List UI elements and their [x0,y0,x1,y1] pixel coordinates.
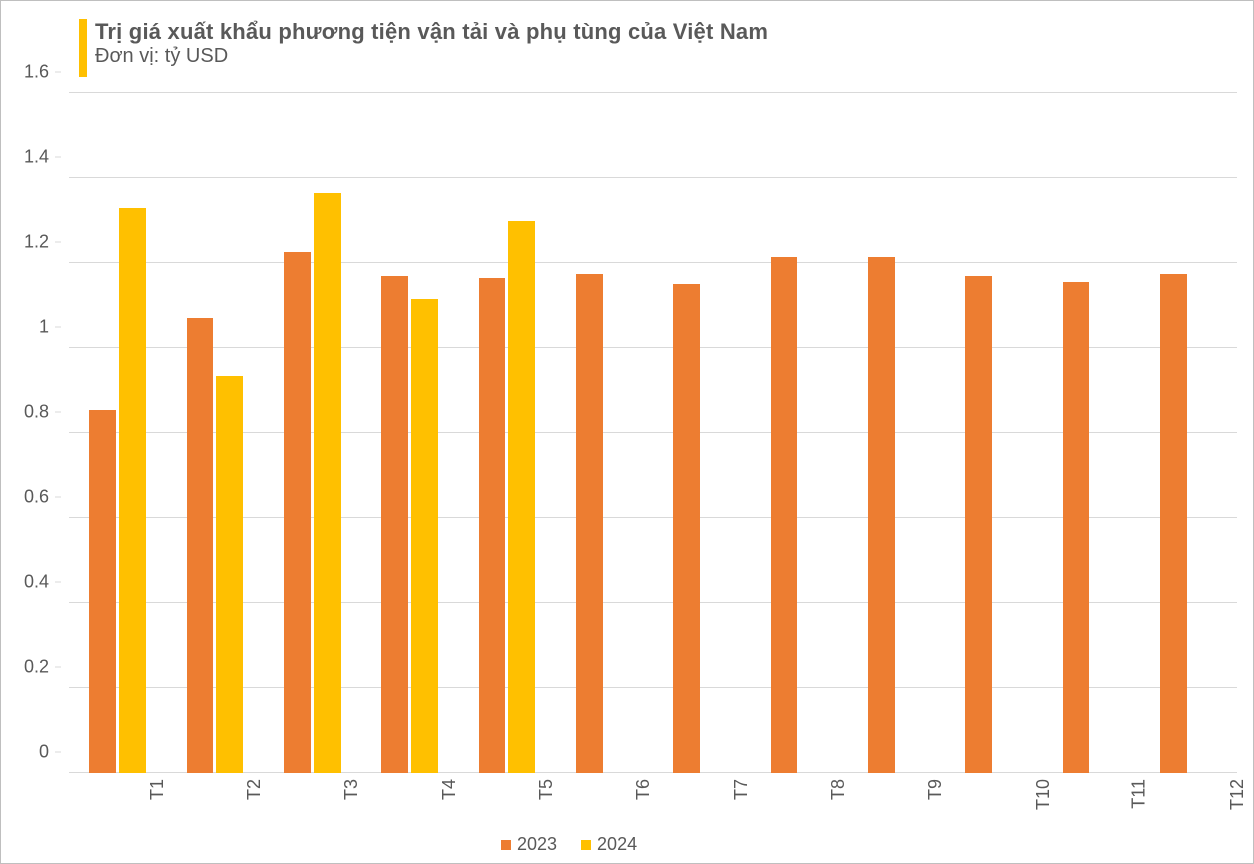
x-axis-tick: T2 [244,779,265,800]
title-accent-bar [79,19,87,77]
x-axis-tick: T3 [341,779,362,800]
bar-2023 [284,252,311,773]
bar-2023 [771,257,798,773]
bar-2023 [576,274,603,773]
legend-label: 2024 [597,834,637,855]
plot-area: 00.20.40.60.811.21.41.6T1T2T3T4T5T6T7T8T… [69,93,1237,773]
y-axis-tick: 1.2 [24,232,69,253]
bar-group [284,93,340,773]
y-axis-tick: 0.6 [24,487,69,508]
legend-swatch [501,840,511,850]
x-axis-tick: T4 [439,779,460,800]
bar-group [381,93,437,773]
bar-2023 [479,278,506,773]
bar-group [965,93,1021,773]
bar-2023 [89,410,116,773]
x-axis-tick: T1 [147,779,168,800]
legend-label: 2023 [517,834,557,855]
bar-group [89,93,145,773]
x-axis-tick: T5 [536,779,557,800]
bar-group [576,93,632,773]
chart-title-block: Trị giá xuất khẩu phương tiện vận tải và… [79,19,768,77]
y-axis-tick: 0 [39,742,69,763]
bar-2023 [381,276,408,773]
y-axis-tick: 1.4 [24,147,69,168]
x-axis-tick: T12 [1227,779,1248,810]
x-axis-tick: T6 [633,779,654,800]
bar-2023 [965,276,992,773]
bar-group [868,93,924,773]
legend-item-2023: 2023 [501,834,557,855]
x-axis-tick: T8 [828,779,849,800]
legend-swatch [581,840,591,850]
y-axis-tick: 1.6 [24,62,69,83]
bar-2024 [314,193,341,773]
bar-group [187,93,243,773]
x-axis-tick: T9 [925,779,946,800]
x-axis-tick: T11 [1129,779,1150,809]
bar-2024 [508,221,535,774]
x-axis-tick: T7 [731,779,752,800]
bar-group [1063,93,1119,773]
y-axis-tick: 0.2 [24,657,69,678]
bar-2023 [187,318,214,773]
y-axis-tick: 0.4 [24,572,69,593]
bar-group [673,93,729,773]
bar-group [479,93,535,773]
bar-2024 [411,299,438,773]
legend-item-2024: 2024 [581,834,637,855]
y-axis-tick: 0.8 [24,402,69,423]
chart-subtitle: Đơn vị: tỷ USD [95,45,768,68]
x-axis-tick: T10 [1033,779,1054,810]
bar-group [771,93,827,773]
y-axis-tick: 1 [39,317,69,338]
bar-2023 [868,257,895,773]
chart-title: Trị giá xuất khẩu phương tiện vận tải và… [95,19,768,45]
chart-container: Trị giá xuất khẩu phương tiện vận tải và… [0,0,1254,864]
bar-2023 [1063,282,1090,773]
bar-2024 [119,208,146,773]
bar-2024 [216,376,243,773]
bar-2023 [1160,274,1187,773]
bar-group [1160,93,1216,773]
bar-2023 [673,284,700,773]
legend: 2023 2024 [501,834,637,855]
